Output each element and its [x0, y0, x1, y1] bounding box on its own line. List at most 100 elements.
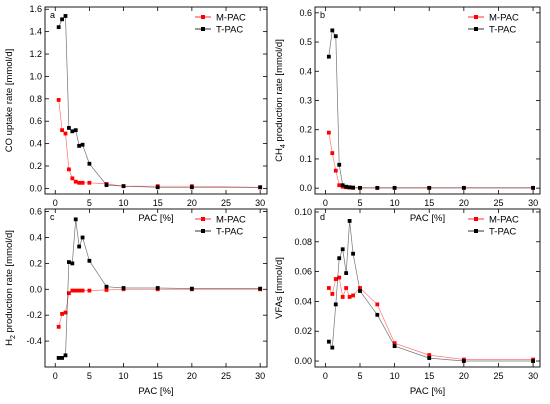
y-tick-label: 0.2: [299, 125, 312, 135]
data-point: [392, 185, 397, 190]
y-axis-label-part: CO uptake rate [mmol/d]: [4, 49, 15, 152]
data-point: [531, 185, 535, 190]
data-point: [333, 168, 338, 173]
legend-marker: [474, 27, 478, 31]
data-point: [70, 129, 75, 134]
data-point: [87, 161, 92, 166]
legend-marker: [201, 27, 205, 31]
legend-label: T-PAC: [489, 227, 516, 238]
data-point: [375, 312, 380, 317]
y-tick-label: -0.4: [26, 336, 42, 346]
data-point: [121, 286, 126, 290]
y-axis-label-subscript: 4: [280, 144, 287, 148]
x-axis-label: PAC [%]: [410, 213, 445, 224]
data-point: [347, 295, 352, 299]
data-point: [56, 98, 61, 102]
x-axis-label: PAC [%]: [138, 213, 173, 224]
data-point: [375, 302, 380, 307]
y-tick-label: 0.5: [299, 37, 312, 47]
x-axis-label: PAC [%]: [410, 386, 445, 397]
data-point: [392, 341, 397, 346]
data-point: [427, 353, 432, 357]
data-point: [63, 310, 68, 315]
data-point: [333, 302, 338, 307]
legend-label: M-PAC: [489, 13, 519, 24]
data-point: [337, 183, 342, 188]
x-tick-label: 20: [459, 198, 469, 208]
x-tick-label: 15: [153, 371, 163, 381]
data-point: [77, 244, 82, 249]
data-point: [73, 288, 78, 293]
series-line: [328, 29, 534, 189]
data-point: [87, 180, 92, 185]
data-point: [104, 288, 109, 292]
y-tick-label: 0.02: [294, 326, 312, 336]
data-point: [60, 17, 64, 22]
data-point: [87, 288, 92, 293]
data-point: [77, 180, 82, 185]
data-point: [531, 359, 535, 363]
data-point: [330, 345, 335, 350]
y-axis-label-part: H: [4, 339, 15, 346]
x-tick-label: 10: [119, 371, 129, 381]
x-tick-label: 0: [323, 371, 328, 381]
data-point: [70, 288, 75, 293]
data-point: [333, 277, 338, 281]
y-axis-label-part: production rate [mmol/d]: [274, 39, 285, 144]
y-tick-label: 0.00: [294, 356, 312, 366]
panel-label: d: [320, 212, 325, 222]
y-tick-label: 0.04: [294, 296, 312, 306]
y-tick-label: 0.4: [29, 232, 42, 242]
x-tick-label: 15: [424, 198, 434, 208]
y-axis-label-part: CH: [274, 148, 285, 162]
data-point: [340, 247, 345, 252]
y-tick-label: 0.10: [294, 207, 312, 217]
data-point: [189, 286, 194, 291]
data-point: [333, 34, 338, 39]
data-point: [344, 184, 349, 189]
data-point: [60, 128, 64, 133]
data-point: [375, 185, 380, 190]
data-point: [351, 293, 355, 298]
data-point: [104, 183, 109, 187]
legend-label: T-PAC: [489, 25, 516, 36]
legend-item-t-pac: T-PAC: [195, 25, 243, 36]
legend-item-t-pac: T-PAC: [468, 25, 516, 36]
data-point: [344, 286, 349, 290]
legend-marker: [474, 217, 478, 221]
data-point: [337, 162, 342, 167]
data-point: [427, 356, 432, 360]
data-point: [461, 359, 466, 363]
x-tick-label: 30: [528, 371, 538, 381]
legend-item-m-pac: M-PAC: [195, 13, 246, 24]
series-line: [58, 99, 261, 188]
y-tick-label: 0.3: [299, 96, 312, 106]
x-tick-label: 25: [493, 198, 503, 208]
series-t-pac: [326, 28, 535, 190]
panel-d: d 0 5 10 15 20 25 30 0.00 0.02 0.04 0.06 0.08 0.10 PAC…: [274, 207, 541, 397]
data-point: [60, 312, 64, 316]
x-tick-label: 15: [424, 371, 434, 381]
legend-marker: [201, 229, 205, 233]
x-tick-label: 30: [255, 198, 265, 208]
series-t-pac: [326, 219, 535, 363]
x-tick-label: 5: [87, 198, 92, 208]
data-point: [358, 185, 362, 190]
y-tick-label: 0.06: [294, 267, 312, 277]
x-tick-label: 0: [53, 198, 58, 208]
data-point: [63, 14, 68, 18]
y-tick-label: 0.4: [29, 139, 42, 149]
data-point: [67, 291, 71, 296]
legend-label: T-PAC: [216, 227, 243, 238]
data-point: [351, 185, 355, 190]
data-point: [155, 286, 160, 290]
data-point: [326, 54, 331, 59]
panel-label: a: [50, 10, 55, 20]
series-m-pac: [326, 275, 535, 362]
x-tick-label: 20: [187, 371, 197, 381]
y-tick-label: 0.6: [29, 116, 42, 126]
legend-label: M-PAC: [216, 13, 246, 24]
plot-frame: [44, 208, 268, 368]
data-point: [351, 251, 355, 256]
